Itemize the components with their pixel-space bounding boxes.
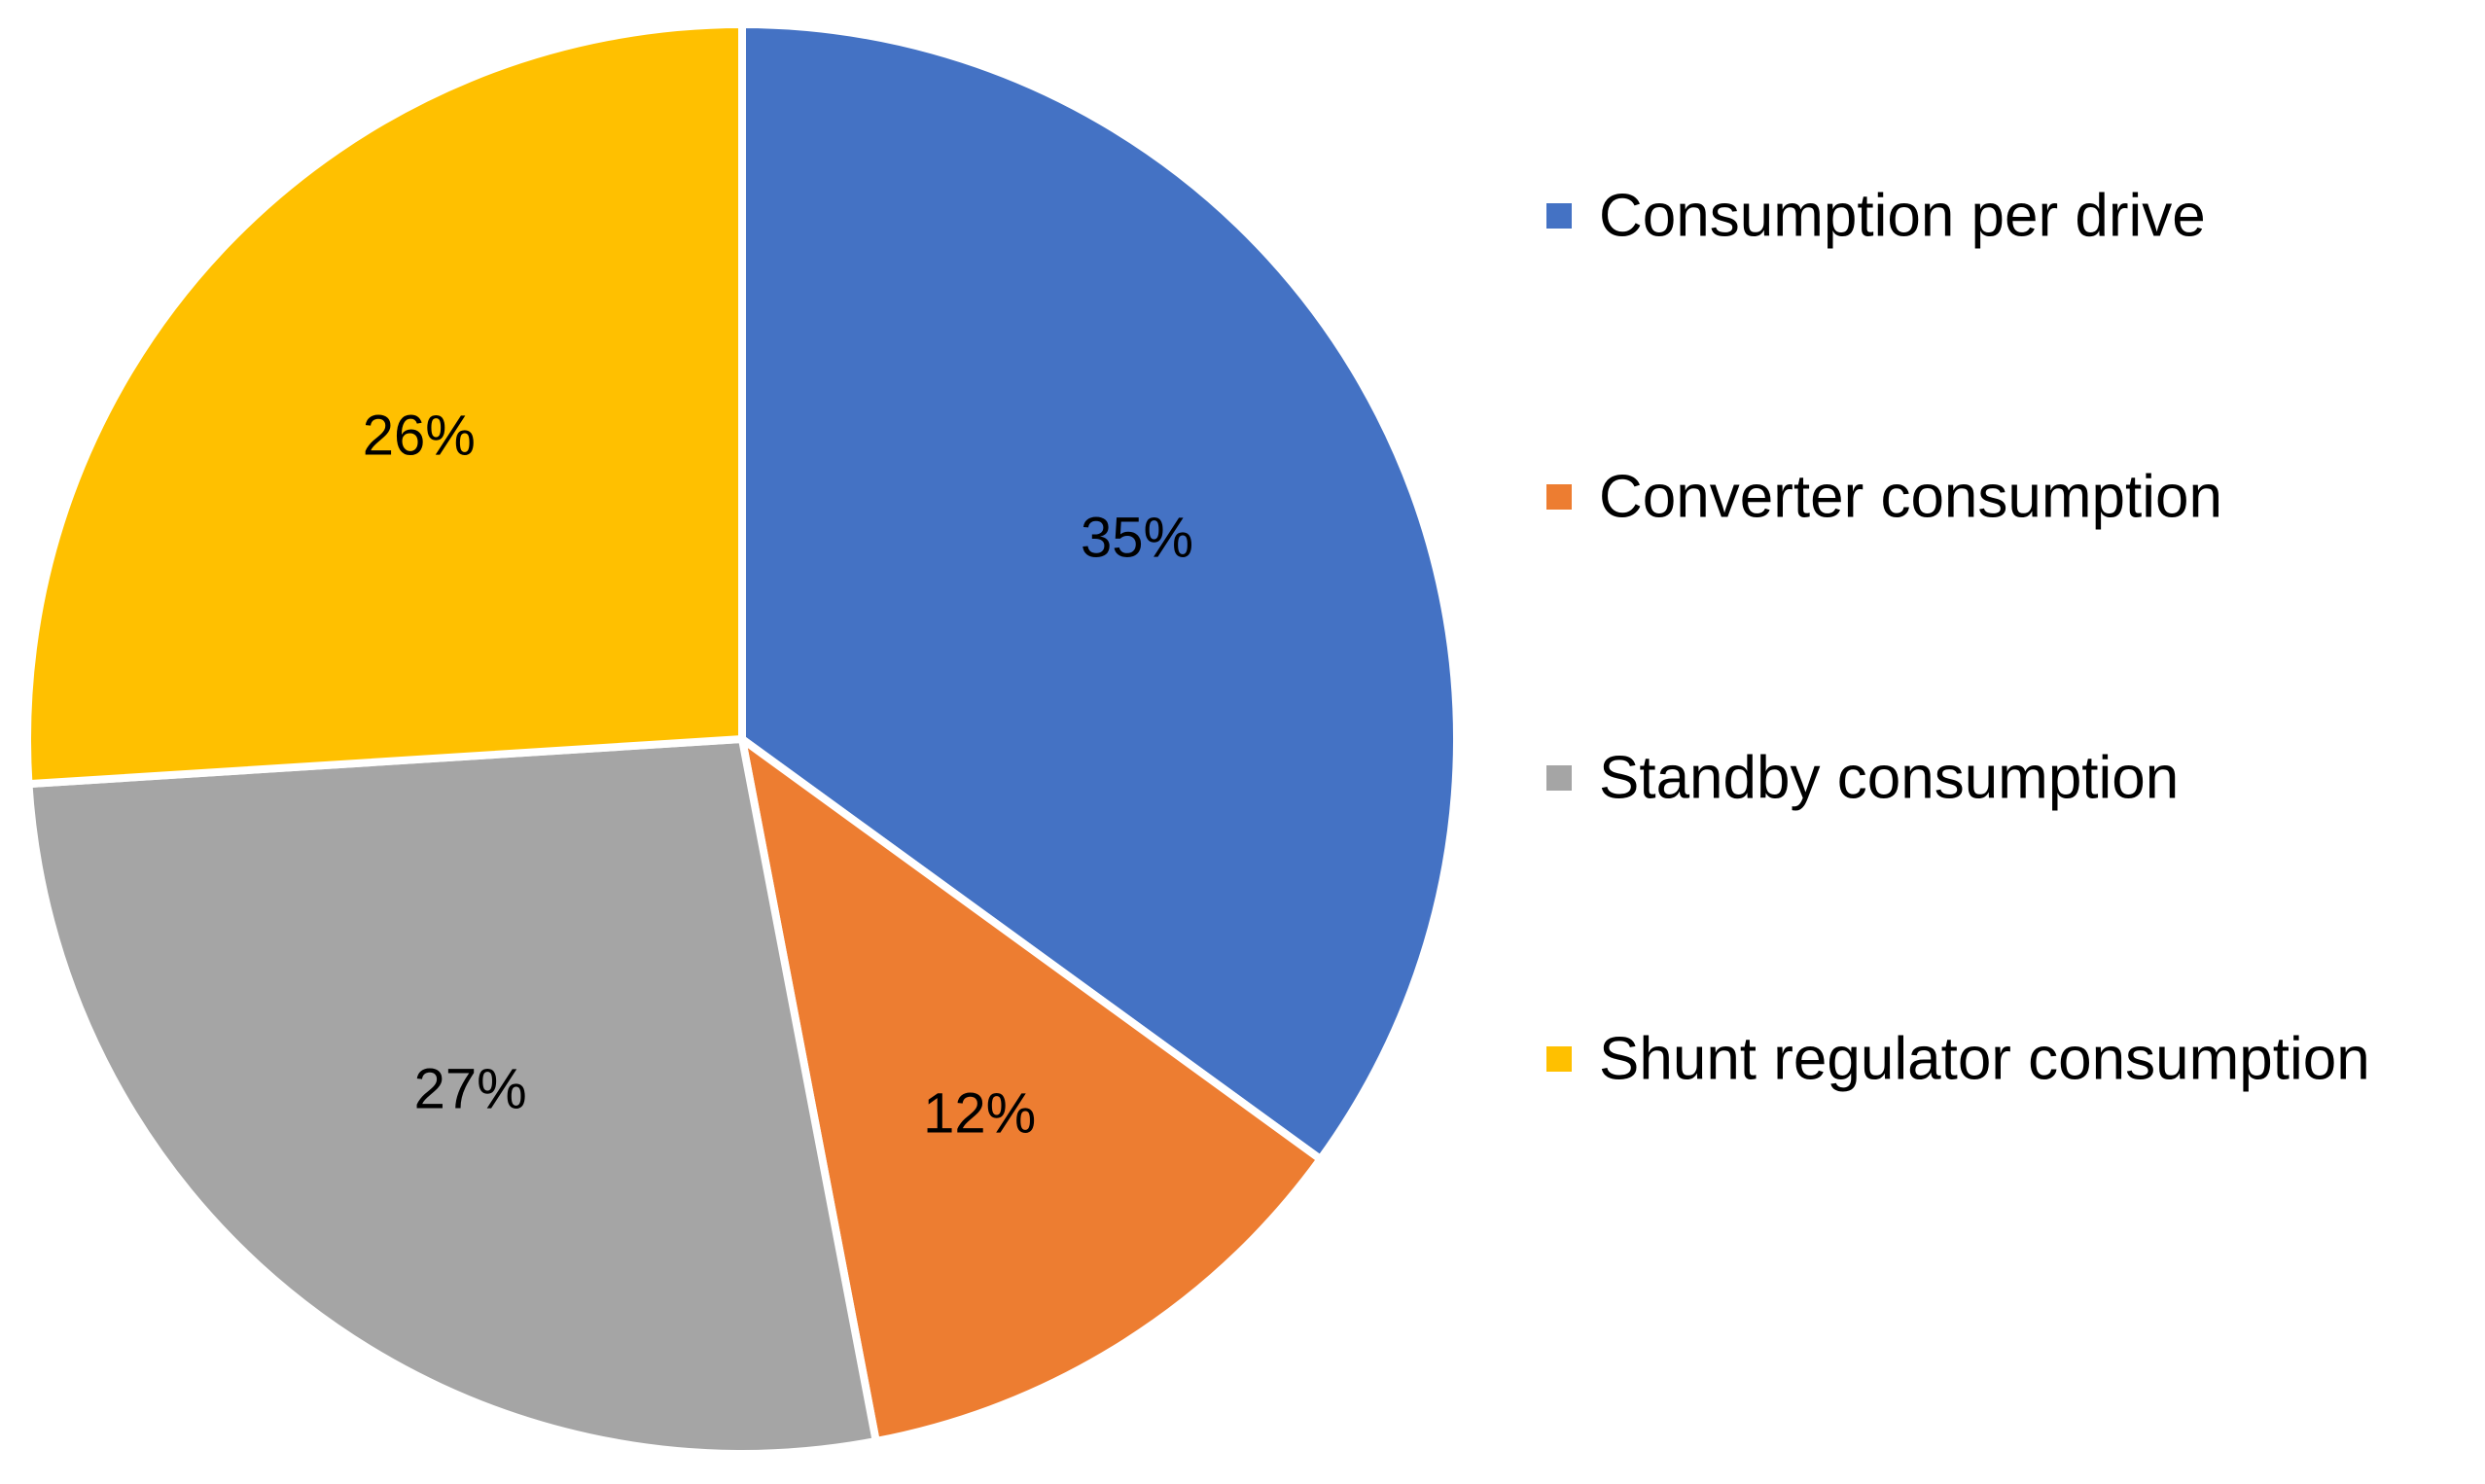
pie-slice-shunt-regulator-consumption — [23, 20, 746, 789]
legend-label: Shunt regulator consumption — [1599, 1026, 2370, 1093]
legend-item: Shunt regulator consumption — [1546, 1026, 2370, 1093]
legend-item: Converter consumption — [1546, 464, 2222, 531]
pie-slice-consumption-per-drive — [738, 20, 1461, 1164]
legend-swatch — [1546, 765, 1572, 791]
legend-item: Consumption per drive — [1546, 183, 2206, 250]
legend: Consumption per drive Converter consumpti… — [1546, 183, 2370, 1093]
pie-slices — [23, 20, 1461, 1458]
legend-label: Standby consumption — [1599, 745, 2179, 812]
legend-label: Converter consumption — [1599, 464, 2222, 531]
pie-slice-converter-consumption — [738, 735, 1325, 1445]
pie-data-label: 12% — [923, 1081, 1036, 1145]
legend-label: Consumption per drive — [1599, 183, 2206, 250]
legend-swatch — [1546, 203, 1572, 229]
pie-data-label: 35% — [1081, 507, 1193, 570]
legend-swatch — [1546, 1046, 1572, 1072]
pie-slice-standby-consumption — [24, 735, 880, 1458]
legend-swatch — [1546, 484, 1572, 510]
pie-data-label: 27% — [414, 1058, 527, 1121]
legend-item: Standby consumption — [1546, 745, 2179, 812]
pie-data-labels: 35% 12% 27% 26% — [363, 405, 1193, 1146]
pie-data-label: 26% — [363, 405, 476, 468]
